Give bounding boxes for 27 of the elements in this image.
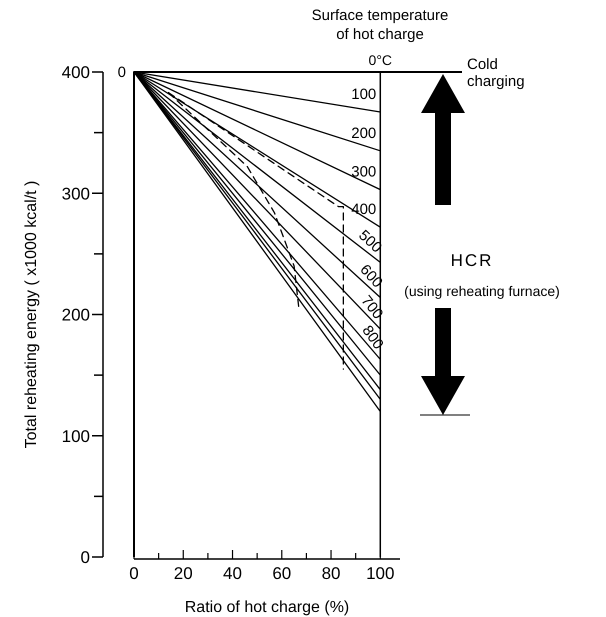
x-tick-label: 100 [366, 564, 394, 583]
series-label: 200 [351, 124, 376, 142]
series-label: 100 [351, 86, 376, 104]
text: 600 [356, 261, 386, 292]
y-tick-label: 300 [62, 184, 90, 204]
x-tick-label: 40 [223, 564, 242, 583]
text: HCR [450, 251, 494, 270]
y-tick-label: 400 [62, 63, 90, 82]
text: 700 [358, 292, 386, 323]
legend-title: Surface temperature of hot charge [312, 7, 448, 43]
text: 800 [358, 322, 387, 353]
y-tick-label: 200 [62, 306, 90, 324]
series-label: 400 [351, 201, 376, 218]
text: (using reheating furnace) [404, 283, 560, 299]
x-tick-label: 20 [174, 564, 193, 583]
y-tick-label: 0 [80, 548, 90, 567]
x-tick-label: 80 [322, 564, 340, 583]
annotation: 0 [118, 64, 126, 81]
x-axis-title: Ratio of hot charge (%) [184, 599, 350, 616]
x-tick-label: 60 [272, 564, 292, 583]
text: 500 [355, 226, 386, 256]
y-tick-label: 100 [62, 426, 90, 446]
ref-line-label: Cold charging [467, 56, 525, 90]
series-label: 300 [351, 164, 376, 181]
annotation: 0°C [368, 52, 392, 68]
y-axis-title: Total reheating energy ( x1000 kcal/t ) [23, 180, 40, 448]
x-tick-label: 0 [129, 564, 139, 583]
